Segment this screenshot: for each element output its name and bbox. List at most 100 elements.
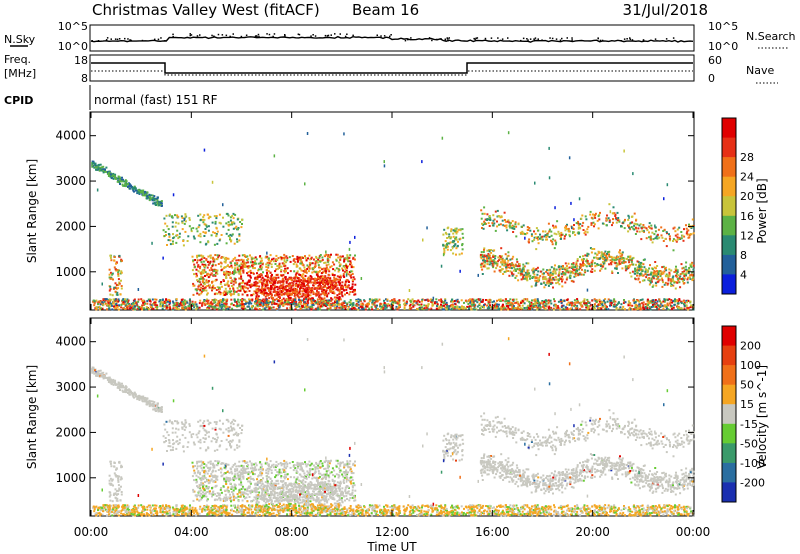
power-cell	[566, 276, 569, 279]
power-cell	[559, 308, 562, 311]
power-cell	[117, 273, 120, 276]
power-cell	[253, 262, 256, 264]
power-cell	[301, 290, 304, 293]
power-cell	[247, 267, 250, 270]
power-cell	[608, 203, 611, 206]
power-cell	[599, 269, 602, 272]
power-cell	[164, 231, 167, 233]
power-cell	[524, 277, 527, 280]
power-cell	[458, 307, 461, 310]
power-cell	[522, 276, 525, 279]
power-cell	[462, 236, 465, 239]
power-cell	[97, 168, 100, 171]
power-cell	[275, 307, 278, 310]
power-cell	[692, 232, 695, 235]
power-cell	[512, 269, 515, 272]
power-cell	[515, 270, 517, 272]
power-cell	[241, 267, 244, 269]
power-cell	[591, 248, 594, 250]
power-cell	[680, 302, 683, 305]
power-cell	[549, 276, 552, 279]
power-cell	[613, 298, 616, 301]
power-cell	[205, 242, 208, 245]
power-cell	[327, 268, 330, 271]
power-cell	[307, 291, 310, 294]
power-cell	[132, 189, 135, 192]
power-cell	[230, 262, 233, 265]
power-cell	[645, 276, 648, 279]
power-cell	[573, 269, 576, 272]
power-cell	[261, 286, 264, 289]
power-cell	[213, 232, 216, 234]
power-cell	[605, 224, 608, 227]
power-cell	[213, 243, 216, 246]
power-cell	[218, 286, 221, 289]
power-cell	[106, 308, 108, 311]
power-cell	[515, 274, 518, 277]
power-cell	[656, 237, 659, 240]
power-cell	[688, 267, 691, 269]
power-cell	[305, 296, 308, 299]
power-cell	[315, 286, 318, 289]
power-cell	[199, 267, 201, 270]
power-cell	[662, 230, 665, 232]
power-cell	[270, 276, 273, 279]
power-cell	[598, 307, 601, 310]
power-cell	[552, 224, 554, 227]
power-cell	[492, 224, 495, 227]
power-cell	[423, 304, 426, 307]
power-cell	[193, 263, 196, 266]
power-cell	[293, 294, 296, 297]
power-cell	[468, 305, 471, 308]
power-cell	[302, 281, 305, 283]
power-cell	[664, 281, 667, 284]
power-cell	[341, 281, 344, 284]
power-cell	[120, 270, 123, 273]
power-cell	[249, 284, 252, 287]
power-cell	[577, 232, 580, 235]
power-cell	[568, 230, 570, 233]
power-cell	[174, 214, 176, 217]
power-cell	[216, 292, 219, 295]
power-cell	[317, 281, 320, 284]
power-cell	[182, 244, 185, 247]
power-cell	[272, 288, 275, 291]
power-cell	[210, 267, 213, 269]
power-cell	[115, 269, 118, 272]
power-cell	[296, 270, 299, 273]
power-cell	[297, 259, 300, 262]
nsky-point	[571, 39, 573, 41]
power-cell	[192, 227, 195, 230]
power-cell	[620, 303, 623, 306]
power-cell	[617, 217, 620, 219]
power-cell	[296, 277, 299, 280]
power-cell	[272, 296, 275, 299]
power-cell	[299, 295, 302, 298]
power-cell	[269, 281, 272, 284]
power-cell	[688, 236, 691, 239]
power-cell	[306, 283, 309, 286]
power-cell	[533, 230, 535, 233]
power-cell	[501, 299, 504, 302]
power-cell	[444, 299, 447, 302]
power-cell	[527, 275, 530, 277]
power-cell	[296, 265, 299, 268]
power-cell	[488, 301, 491, 304]
power-cell	[212, 284, 215, 287]
power-cell	[683, 307, 686, 310]
power-cell	[319, 298, 321, 301]
power-cell	[294, 261, 297, 264]
power-cell	[494, 257, 497, 260]
power-cell	[511, 298, 514, 301]
power-cell	[230, 264, 233, 267]
power-cell	[265, 266, 268, 268]
power-cell	[238, 283, 241, 286]
power-cell	[243, 285, 246, 288]
power-cell	[672, 240, 674, 242]
power-cell	[530, 233, 533, 236]
power-cell	[208, 269, 211, 272]
nsky-point	[297, 33, 300, 35]
power-cell	[574, 271, 577, 273]
power-cell	[312, 258, 315, 261]
nsky-point	[476, 37, 479, 39]
